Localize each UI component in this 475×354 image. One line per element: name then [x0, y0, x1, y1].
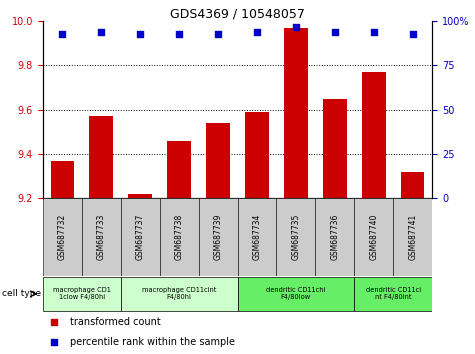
Bar — [354, 198, 393, 276]
Bar — [199, 198, 238, 276]
Text: GSM687735: GSM687735 — [292, 214, 300, 261]
Text: macrophage CD11cint
F4/80hi: macrophage CD11cint F4/80hi — [142, 287, 216, 300]
Text: GSM687738: GSM687738 — [175, 214, 183, 260]
Bar — [238, 277, 354, 311]
Text: transformed count: transformed count — [70, 318, 161, 327]
Point — [253, 29, 261, 35]
Text: dendritic CD11ci
nt F4/80int: dendritic CD11ci nt F4/80int — [366, 287, 421, 300]
Text: GSM687739: GSM687739 — [214, 214, 222, 261]
Bar — [50, 161, 74, 198]
Bar — [121, 277, 238, 311]
Text: GSM687734: GSM687734 — [253, 214, 261, 261]
Bar — [128, 194, 152, 198]
Bar — [393, 198, 432, 276]
Point — [370, 29, 378, 35]
Point — [175, 31, 183, 36]
Bar — [315, 198, 354, 276]
Bar — [89, 116, 113, 198]
Bar — [284, 28, 308, 198]
Bar — [245, 112, 269, 198]
Bar — [206, 123, 230, 198]
Title: GDS4369 / 10548057: GDS4369 / 10548057 — [170, 7, 305, 20]
Text: GSM687741: GSM687741 — [408, 214, 417, 260]
Bar — [401, 172, 425, 198]
Bar — [276, 198, 315, 276]
Text: dendritic CD11chi
F4/80low: dendritic CD11chi F4/80low — [266, 287, 326, 300]
Point — [409, 31, 417, 36]
Bar — [362, 72, 386, 198]
Bar — [160, 198, 199, 276]
Text: macrophage CD1
1clow F4/80hi: macrophage CD1 1clow F4/80hi — [53, 287, 111, 300]
Point — [292, 24, 300, 29]
Bar — [43, 277, 121, 311]
Bar — [238, 198, 276, 276]
Text: percentile rank within the sample: percentile rank within the sample — [70, 337, 235, 347]
Point — [58, 31, 66, 36]
Point — [331, 29, 339, 35]
Point — [51, 320, 58, 325]
Bar — [82, 198, 121, 276]
Text: GSM687737: GSM687737 — [136, 214, 144, 261]
Point — [51, 339, 58, 345]
Bar — [323, 99, 347, 198]
Bar — [167, 141, 191, 198]
Text: GSM687733: GSM687733 — [97, 214, 105, 261]
Point — [97, 29, 105, 35]
Point — [136, 31, 144, 36]
Text: GSM687736: GSM687736 — [331, 214, 339, 261]
Bar — [354, 277, 432, 311]
Bar — [43, 198, 82, 276]
Text: GSM687740: GSM687740 — [370, 214, 378, 261]
Text: GSM687732: GSM687732 — [58, 214, 66, 260]
Text: cell type: cell type — [2, 289, 41, 298]
Point — [214, 31, 222, 36]
Bar — [121, 198, 160, 276]
